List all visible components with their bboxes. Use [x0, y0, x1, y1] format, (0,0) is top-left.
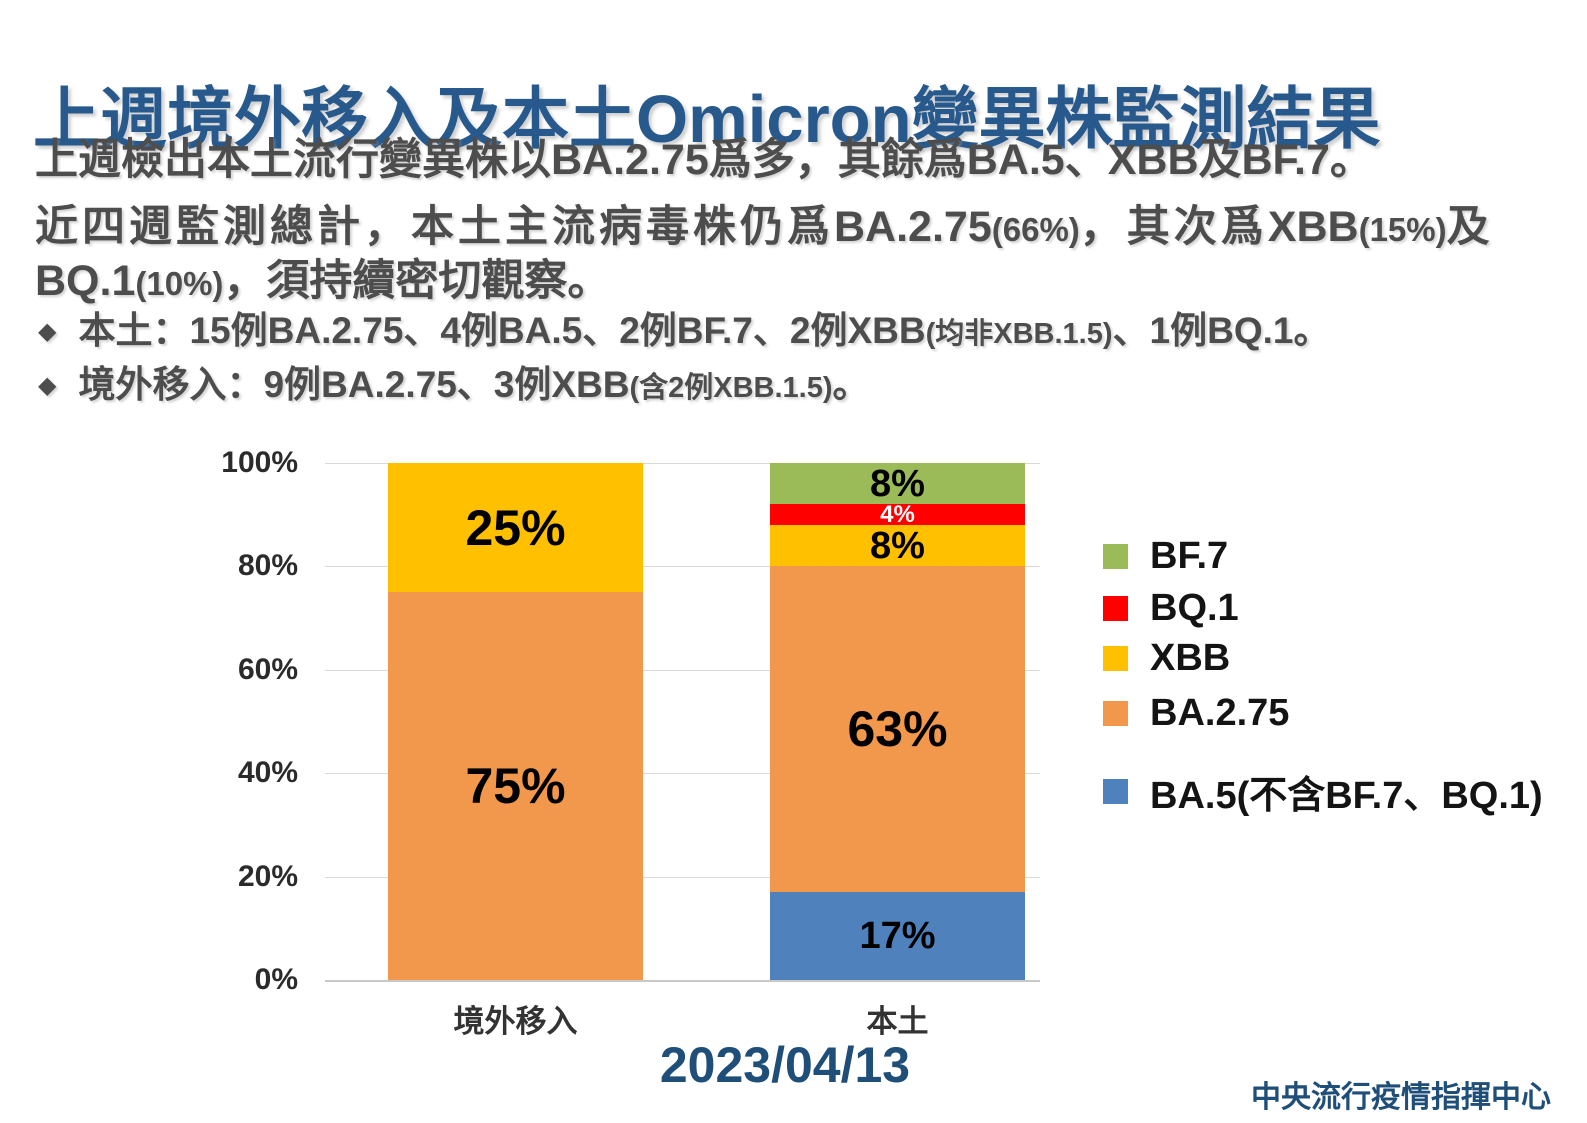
bullet-domestic-note: (均非XBB.1.5) [925, 318, 1113, 350]
legend-label: BF.7 [1150, 535, 1229, 577]
grid-line [325, 773, 1040, 775]
data-label: 63% [847, 701, 948, 758]
plot-area: 75% 25% 17% 63% 8% 4% 8% [325, 463, 1040, 982]
grid-line [325, 669, 1040, 671]
intro-line-3-seg2: (10%) [135, 265, 224, 302]
intro-line-2-seg7: 及 [1446, 203, 1494, 251]
diamond-bullet-icon: ◆ [38, 318, 57, 345]
intro-line-3-seg1: BQ.1 [35, 257, 136, 305]
bar-segment-BQ.1: 4% [770, 500, 1025, 528]
intro-line-2-seg4: ，其次爲 [1079, 203, 1268, 251]
data-label: 8% [870, 524, 925, 567]
bullet-imported: ◆ 境外移入：9例BA.2.75、3例XBB(含2例XBB.1.5)。 [38, 360, 1330, 414]
bullet-imported-note: (含2例XBB.1.5) [629, 372, 833, 404]
legend-label: XBB [1150, 637, 1231, 679]
bullet-domestic-tail: 、1例BQ.1。 [1112, 310, 1331, 351]
y-axis-tick-label: 20% [237, 859, 298, 893]
intro-line-2-seg6: (15%) [1358, 211, 1447, 248]
data-label: 8% [870, 462, 925, 505]
stacked-bar-imported: 75% 25% [388, 463, 643, 980]
intro-line-3: BQ.1(10%)，須持續密切觀察。 [35, 254, 1494, 308]
grid-line [325, 566, 1040, 568]
legend-item: BA.5(不含BF.7、BQ.1) [1103, 764, 1543, 819]
legend-swatch-icon [1103, 646, 1128, 671]
bar-segment-XBB: 8% [770, 524, 1025, 567]
grid-line [325, 980, 1040, 982]
y-axis-tick-label: 40% [237, 756, 298, 790]
data-label: 4% [880, 500, 915, 528]
intro-line-3-seg3: ，須持續密切觀察。 [223, 257, 611, 305]
intro-line-1: 上週檢出本土流行變異株以BA.2.75爲多，其餘爲BA.5、XBB及BF.7。 [35, 136, 1373, 184]
grid-line [325, 876, 1040, 878]
chart-legend: BF.7 BQ.1 XBB BA.2.75 BA.5(不含BF.7、BQ.1) [1103, 535, 1583, 835]
legend-label: BA.2.75 [1150, 692, 1290, 734]
bar-segment-BA.2.75: 63% [770, 566, 1025, 893]
legend-item: BF.7 [1103, 535, 1228, 578]
legend-swatch-icon [1103, 544, 1128, 569]
legend-label: BA.5(不含BF.7、BQ.1) [1150, 775, 1543, 817]
bullet-imported-text: 境外移入：9例BA.2.75、3例XBB [78, 364, 630, 405]
legend-item: XBB [1103, 637, 1230, 680]
bullet-domestic: ◆ 本土：15例BA.2.75、4例BA.5、2例BF.7、2例XBB(均非XBB… [38, 306, 1330, 360]
intro-line-2: 近四週監測總計，本土主流病毒株仍爲BA.2.75(66%)，其次爲XBB(15%… [35, 200, 1494, 254]
legend-label: BQ.1 [1150, 587, 1239, 629]
diamond-bullet-icon: ◆ [38, 372, 57, 399]
grid-line [325, 463, 1040, 464]
bar-segment-BA.5(不含BF.7、BQ.1): 17% [770, 892, 1025, 980]
y-axis-tick-label: 100% [221, 446, 298, 479]
legend-swatch-icon [1103, 596, 1128, 621]
intro-line-2-seg5: XBB [1267, 203, 1359, 251]
category-label: 境外移入 [453, 1004, 578, 1039]
bullet-domestic-text: 本土：15例BA.2.75、4例BA.5、2例BF.7、2例XBB [78, 310, 926, 351]
bullet-imported-tail: 。 [832, 364, 870, 405]
legend-item: BQ.1 [1103, 587, 1239, 630]
y-axis-tick-label: 60% [237, 652, 298, 686]
agency-name: 中央流行疫情指揮中心 [1251, 1081, 1551, 1114]
intro-text: 上週檢出本土流行變異株以BA.2.75爲多，其餘爲BA.5、XBB及BF.7。 … [35, 133, 1494, 308]
data-label: 25% [465, 499, 566, 556]
y-axis: 100% 80% 60% 40% 20% 0% [0, 446, 300, 996]
data-label: 17% [859, 915, 936, 958]
stacked-bar-domestic: 17% 63% 8% 4% 8% [770, 463, 1025, 980]
legend-swatch-icon [1103, 701, 1128, 726]
report-date: 2023/04/13 [659, 1037, 911, 1093]
data-label: 75% [465, 758, 566, 815]
bar-segment-BF.7: 8% [770, 462, 1025, 505]
legend-item: BA.2.75 [1103, 692, 1289, 735]
x-axis: 境外移入 本土 [325, 996, 1040, 1039]
y-axis-tick-label: 0% [254, 963, 298, 996]
page-title: 上週境外移入及本土Omicron變異株監測結果 [33, 81, 1381, 157]
intro-line-2-seg3: (66%) [991, 211, 1080, 248]
intro-line-2-seg1: 近四週監測總計，本土主流病毒株仍爲 [35, 203, 834, 251]
bar-segment-BA.2.75: 75% [388, 592, 643, 980]
category-label: 本土 [866, 1004, 929, 1039]
intro-line-2-seg2: BA.2.75 [834, 203, 992, 251]
bar-segment-XBB: 25% [388, 463, 643, 593]
legend-swatch-icon [1103, 779, 1128, 804]
y-axis-tick-label: 80% [237, 549, 298, 583]
bullet-list: ◆ 本土：15例BA.2.75、4例BA.5、2例BF.7、2例XBB(均非XBB… [38, 306, 1330, 414]
